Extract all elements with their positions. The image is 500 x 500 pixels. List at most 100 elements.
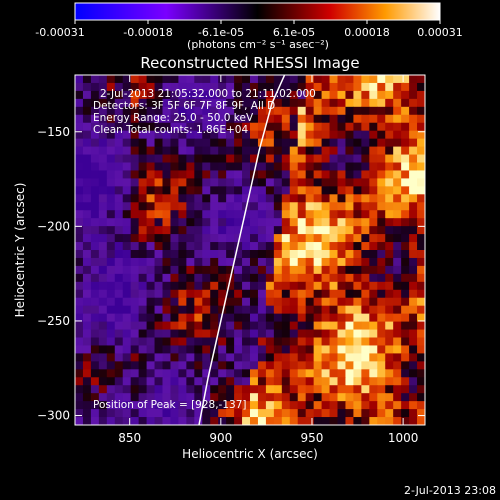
heatmap-cell (337, 337, 346, 346)
heatmap-cell (417, 242, 425, 251)
heatmap-cell (257, 377, 267, 386)
heatmap-cell (289, 75, 299, 84)
heatmap-cell (186, 305, 195, 315)
heatmap-cell (234, 250, 243, 259)
heatmap-cell (122, 226, 132, 235)
heatmap-cell (138, 242, 148, 251)
heatmap-cell (194, 90, 203, 100)
heatmap-cell (345, 170, 354, 179)
heatmap-cell (154, 265, 163, 275)
heatmap-cell (122, 186, 132, 195)
heatmap-cell (242, 114, 251, 124)
heatmap-cell (106, 313, 116, 323)
heatmap-cell (321, 82, 331, 92)
heatmap-cell (186, 409, 195, 418)
heatmap-cell (273, 122, 283, 132)
heatmap-cell (385, 218, 394, 227)
heatmap-cell (106, 154, 116, 163)
heatmap-cell (178, 257, 187, 267)
heatmap-cell (194, 353, 203, 362)
heatmap-cell (114, 369, 124, 378)
heatmap-cell (305, 106, 315, 116)
heatmap-cell (369, 170, 378, 179)
heatmap-cell (178, 162, 187, 171)
heatmap-cell (242, 138, 251, 148)
heatmap-cell (409, 138, 418, 148)
heatmap-cell (377, 321, 386, 331)
heatmap-cell (345, 90, 354, 100)
heatmap-cell (98, 154, 108, 163)
heatmap-cell (154, 337, 163, 346)
heatmap-cell (361, 106, 370, 116)
heatmap-cell (409, 202, 418, 211)
heatmap-cell (234, 202, 243, 211)
heatmap-cell (154, 130, 163, 140)
heatmap-cell (353, 337, 362, 346)
heatmap-cell (385, 401, 394, 410)
heatmap-cell (417, 305, 425, 315)
heatmap-cell (257, 369, 267, 378)
heatmap-cell (178, 130, 187, 140)
heatmap-cell (289, 257, 299, 267)
heatmap-cell (130, 313, 140, 323)
heatmap-cell (377, 162, 386, 171)
heatmap-cell (250, 82, 259, 92)
heatmap-cell (178, 250, 187, 259)
heatmap-cell (297, 297, 307, 307)
heatmap-cell (162, 369, 171, 378)
heatmap-cell (345, 146, 354, 156)
heatmap-cell (313, 265, 323, 275)
heatmap-cell (130, 218, 140, 227)
heatmap-cell (234, 146, 243, 156)
heatmap-cell (106, 186, 116, 195)
heatmap-cell (297, 361, 307, 370)
heatmap-cell (321, 218, 331, 227)
heatmap-cell (409, 345, 418, 354)
heatmap-cell (250, 265, 259, 275)
x-axis-label: Heliocentric X (arcsec) (182, 447, 318, 461)
heatmap-cell (393, 257, 402, 267)
heatmap-cell (98, 210, 108, 219)
heatmap-cell (409, 329, 418, 338)
heatmap-cell (75, 194, 84, 203)
heatmap-cell (90, 202, 100, 211)
heatmap-cell (417, 114, 425, 124)
heatmap-cell (377, 130, 386, 140)
heatmap-cell (369, 385, 378, 394)
heatmap-cell (178, 242, 187, 251)
heatmap-cell (289, 353, 299, 362)
heatmap-cell (321, 353, 331, 362)
heatmap-cell (154, 401, 163, 410)
heatmap-cell (210, 305, 219, 315)
heatmap-cell (401, 130, 410, 140)
heatmap-cell (273, 297, 283, 307)
heatmap-cell (281, 226, 291, 235)
heatmap-cell (289, 297, 299, 307)
heatmap-cell (257, 218, 267, 227)
heatmap-cell (186, 257, 195, 267)
heatmap-cell (170, 106, 179, 116)
heatmap-cell (401, 178, 410, 187)
heatmap-cell (218, 409, 227, 418)
heatmap-cell (186, 265, 195, 275)
heatmap-cell (281, 281, 291, 291)
heatmap-cell (154, 146, 163, 156)
heatmap-cell (273, 321, 283, 331)
heatmap-cell (409, 162, 418, 171)
heatmap-cell (313, 218, 323, 227)
heatmap-cell (369, 257, 378, 267)
heatmap-cell (242, 257, 251, 267)
heatmap-cell (305, 393, 315, 402)
heatmap-cell (329, 210, 338, 219)
heatmap-cell (297, 234, 307, 243)
heatmap-cell (75, 98, 84, 108)
heatmap-cell (417, 257, 425, 267)
heatmap-cell (218, 226, 227, 235)
heatmap-cell (106, 146, 116, 156)
heatmap-cell (289, 162, 299, 171)
heatmap-cell (401, 353, 410, 362)
heatmap-cell (90, 186, 100, 195)
heatmap-cell (289, 289, 299, 299)
heatmap-cell (162, 313, 171, 323)
heatmap-cell (369, 130, 378, 140)
